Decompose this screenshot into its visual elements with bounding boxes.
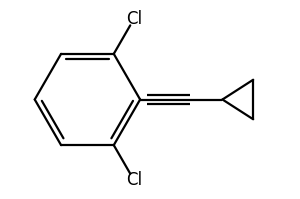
Text: Cl: Cl [126,171,142,189]
Text: Cl: Cl [126,10,142,28]
